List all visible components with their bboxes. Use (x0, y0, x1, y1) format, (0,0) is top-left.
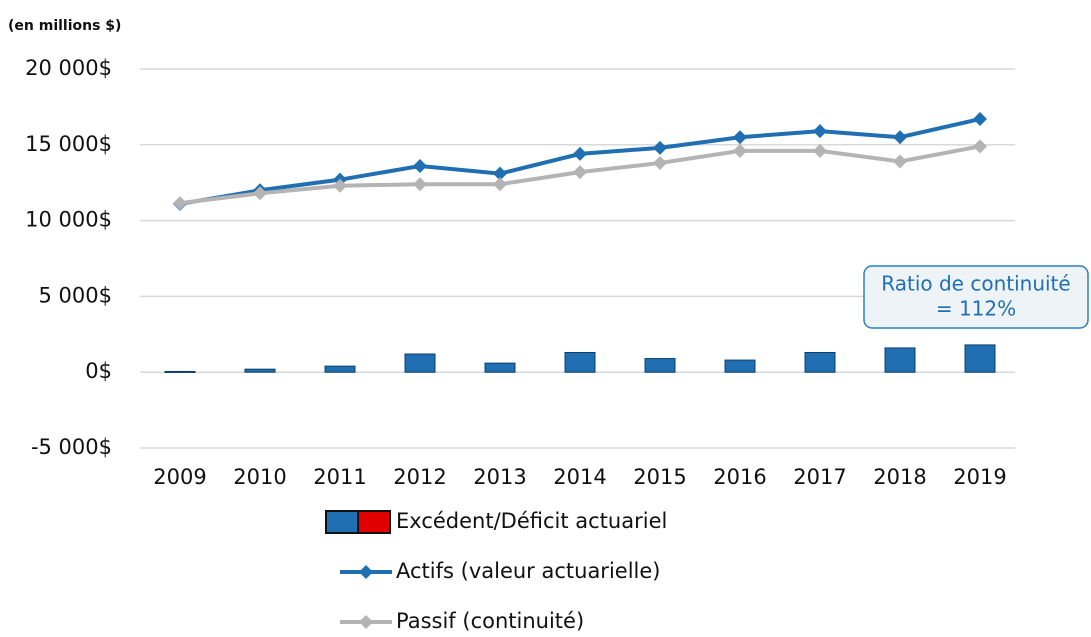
legend-swatch (325, 510, 359, 534)
y-tick-label: 15 000$ (25, 132, 112, 156)
x-tick-label: 2017 (793, 465, 846, 489)
unit-label: (en millions $) (8, 18, 121, 34)
x-tick-label: 2018 (873, 465, 926, 489)
marker (973, 139, 987, 154)
bar (644, 358, 676, 373)
y-tick-label: 20 000$ (25, 56, 112, 80)
legend-label: Actifs (valeur actuarielle) (396, 559, 660, 583)
bar (564, 351, 596, 373)
marker (653, 155, 667, 170)
marker (493, 166, 507, 181)
bar (164, 370, 196, 373)
bar (484, 362, 516, 373)
marker (813, 143, 827, 158)
legend-label: Excédent/Déficit actuariel (396, 509, 667, 533)
y-tick-label: 5 000$ (39, 283, 112, 307)
x-tick-label: 2012 (393, 465, 446, 489)
marker (733, 143, 747, 158)
marker (973, 112, 987, 127)
x-tick-label: 2019 (953, 465, 1006, 489)
y-tick-label: -5 000$ (31, 435, 112, 459)
marker (333, 178, 347, 193)
bar (244, 368, 276, 373)
marker (653, 140, 667, 155)
x-tick-label: 2010 (233, 465, 286, 489)
x-tick-label: 2009 (153, 465, 206, 489)
legend-marker (359, 615, 373, 629)
bar (724, 359, 756, 373)
marker (253, 186, 267, 201)
marker (893, 154, 907, 169)
annotation: Ratio de continuité (881, 272, 1070, 296)
marker (813, 124, 827, 139)
marker (573, 165, 587, 180)
x-tick-label: 2014 (553, 465, 606, 489)
x-tick-label: 2013 (473, 465, 526, 489)
x-tick-label: 2015 (633, 465, 686, 489)
y-tick-label: 0$ (85, 359, 112, 383)
annotation: = 112% (936, 297, 1016, 321)
marker (733, 130, 747, 145)
marker (173, 196, 187, 211)
bar (404, 353, 436, 373)
y-tick-label: 10 000$ (25, 208, 112, 232)
legend-marker (359, 565, 373, 579)
marker (493, 177, 507, 192)
annotation-box (863, 265, 1089, 329)
legend-swatch (357, 510, 391, 534)
marker (413, 159, 427, 174)
marker (413, 177, 427, 192)
x-tick-label: 2011 (313, 465, 366, 489)
x-tick-label: 2016 (713, 465, 766, 489)
marker (573, 146, 587, 161)
bar (324, 365, 356, 373)
bar (884, 347, 916, 373)
bar (804, 351, 836, 373)
bar (964, 344, 996, 373)
legend-label: Passif (continuité) (396, 609, 584, 633)
marker (893, 130, 907, 145)
